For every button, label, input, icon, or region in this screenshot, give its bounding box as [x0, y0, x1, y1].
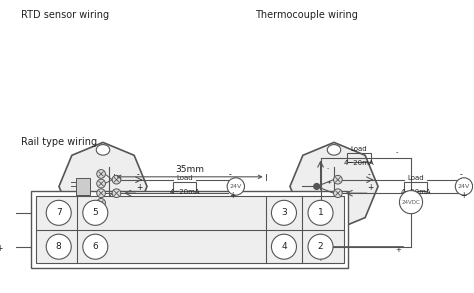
Text: 1: 1 [318, 208, 323, 217]
Text: 4: 4 [281, 242, 287, 251]
Text: +: + [396, 246, 401, 253]
Text: Thermocouple wiring: Thermocouple wiring [255, 10, 358, 20]
Ellipse shape [327, 144, 341, 155]
Circle shape [334, 189, 342, 197]
Circle shape [7, 210, 12, 215]
Text: 4~20mA: 4~20mA [344, 160, 374, 166]
Circle shape [314, 183, 319, 189]
Text: +: + [0, 243, 2, 253]
Circle shape [400, 190, 422, 214]
Text: +: + [368, 183, 374, 192]
Text: 24V: 24V [230, 184, 242, 189]
Text: 7: 7 [56, 208, 62, 217]
Circle shape [308, 234, 333, 259]
Circle shape [46, 234, 71, 259]
Circle shape [456, 178, 473, 195]
Circle shape [272, 200, 296, 225]
Text: RTD sensor wiring: RTD sensor wiring [21, 10, 109, 20]
Text: -: - [326, 166, 328, 171]
Text: 2: 2 [318, 242, 323, 251]
Circle shape [83, 234, 108, 259]
Bar [173, 182, 196, 191]
Circle shape [97, 189, 105, 197]
Text: 35mm: 35mm [175, 165, 204, 174]
Circle shape [227, 178, 245, 195]
Bar [76, 178, 90, 195]
Text: -: - [319, 193, 322, 199]
Circle shape [97, 179, 105, 188]
Bar [36, 196, 344, 263]
Bar [404, 182, 428, 191]
Text: +: + [460, 191, 466, 200]
Text: 8: 8 [56, 242, 62, 251]
Text: 4~20mA: 4~20mA [170, 189, 200, 195]
Text: 4~20mA: 4~20mA [401, 189, 431, 195]
Text: 5: 5 [92, 208, 98, 217]
Text: +: + [229, 191, 236, 200]
Text: -: - [368, 170, 371, 179]
Polygon shape [59, 142, 147, 231]
Text: 3: 3 [281, 208, 287, 217]
Circle shape [83, 200, 108, 225]
Text: +: + [318, 256, 323, 262]
Ellipse shape [327, 218, 341, 228]
Text: +: + [137, 183, 143, 192]
Circle shape [334, 176, 342, 184]
Circle shape [308, 200, 333, 225]
Ellipse shape [96, 144, 110, 155]
Text: -: - [396, 150, 398, 156]
Bar [347, 153, 371, 162]
Text: -: - [460, 170, 463, 179]
Text: +: + [326, 180, 331, 185]
Ellipse shape [96, 218, 110, 228]
Text: Load: Load [176, 175, 193, 181]
Circle shape [272, 234, 296, 259]
Text: Rail type wiring: Rail type wiring [21, 137, 97, 147]
Text: 24VDC: 24VDC [401, 200, 420, 205]
Circle shape [97, 170, 105, 178]
Polygon shape [290, 142, 378, 231]
Bar [31, 191, 348, 268]
Text: Load: Load [408, 175, 424, 181]
Text: -: - [137, 170, 139, 179]
Circle shape [46, 200, 71, 225]
Circle shape [112, 189, 121, 197]
Text: 6: 6 [92, 242, 98, 251]
Circle shape [112, 176, 121, 184]
Text: -: - [229, 170, 232, 179]
Text: 24V: 24V [458, 184, 470, 189]
Circle shape [97, 198, 105, 207]
Text: Load: Load [351, 146, 367, 152]
